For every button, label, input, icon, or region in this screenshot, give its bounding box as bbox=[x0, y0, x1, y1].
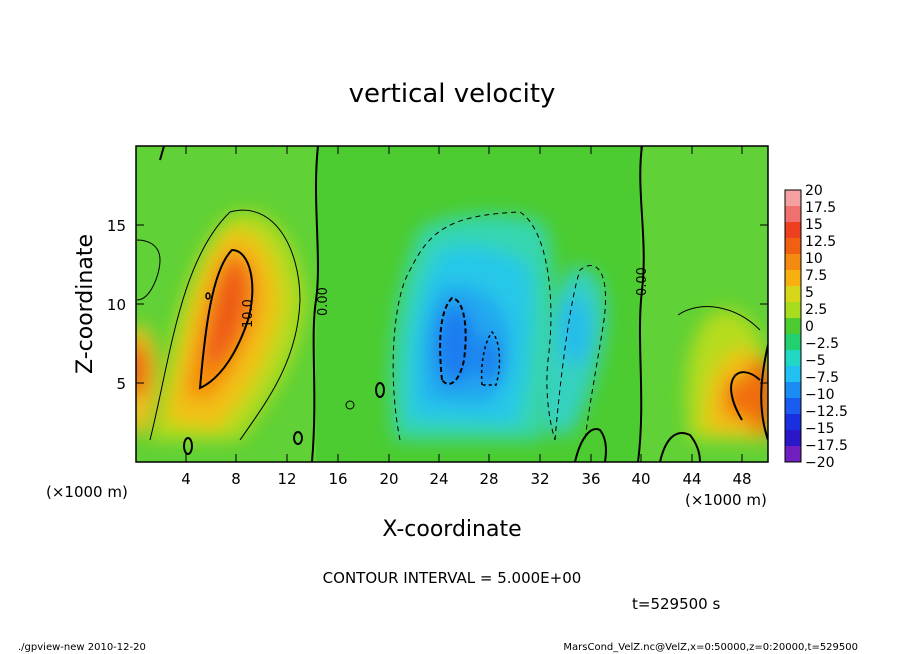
contour-lines bbox=[136, 146, 768, 462]
x-tick-label: 40 bbox=[631, 470, 650, 488]
contour-interval-text: CONTOUR INTERVAL = 5.000E+00 bbox=[323, 569, 582, 587]
colorbar-cell bbox=[785, 446, 801, 463]
colorbar-level-label: −20 bbox=[805, 455, 835, 471]
colorbar-cell bbox=[785, 222, 801, 239]
colorbar-level-label: 15 bbox=[805, 217, 823, 233]
contour-label-right: 0.00 bbox=[635, 267, 650, 296]
y-tick-label: 15 bbox=[107, 217, 126, 235]
colorbar-cell bbox=[785, 270, 801, 287]
colorbar-cell bbox=[785, 254, 801, 271]
colorbar-level-label: −5 bbox=[805, 353, 826, 369]
colorbar-level-label: −7.5 bbox=[805, 370, 839, 386]
contour-label-left: 0.00 bbox=[316, 287, 331, 316]
colorbar-level-label: −2.5 bbox=[805, 336, 839, 352]
x-tick-labels: 4 8 12 16 20 24 28 32 36 40 44 48 bbox=[181, 470, 751, 488]
x-unit-left: (×1000 m) bbox=[46, 483, 128, 501]
y-tick-labels: 5 10 15 bbox=[107, 217, 126, 393]
y-axis-label: Z-coordinate bbox=[73, 234, 98, 374]
colorbar-level-label: −10 bbox=[805, 387, 835, 403]
colorbar-cell bbox=[785, 286, 801, 303]
footer-left: ./gpview-new 2010-12-20 bbox=[18, 642, 146, 653]
colorbar-cell bbox=[785, 430, 801, 447]
footer-right: MarsCond_VelZ.nc@VelZ,x=0:50000,z=0:2000… bbox=[563, 642, 858, 653]
colorbar-cell bbox=[785, 238, 801, 255]
colorbar-level-label: 0 bbox=[805, 319, 814, 335]
colorbar-cell bbox=[785, 190, 801, 207]
colorbar-cell bbox=[785, 206, 801, 223]
colorbar-labels: 2017.51512.5107.552.50−2.5−5−7.5−10−12.5… bbox=[805, 183, 848, 471]
colorbar-cell bbox=[785, 414, 801, 431]
x-tick-label: 20 bbox=[379, 470, 398, 488]
colorbar-level-label: 7.5 bbox=[805, 268, 827, 284]
colorbar-level-label: 17.5 bbox=[805, 200, 836, 216]
updraft-right bbox=[686, 309, 768, 440]
colorbar-cell bbox=[785, 302, 801, 319]
x-unit-right: (×1000 m) bbox=[685, 491, 767, 509]
downdraft-center bbox=[391, 214, 555, 440]
colorbar-level-label: −15 bbox=[805, 421, 835, 437]
x-tick-label: 36 bbox=[581, 470, 600, 488]
colorbar-level-label: 2.5 bbox=[805, 302, 827, 318]
time-label: t=529500 s bbox=[632, 595, 720, 613]
plot-area: 0.00 10.0 0.00 bbox=[136, 146, 768, 462]
tick-marks bbox=[136, 146, 768, 462]
colorbar-cell bbox=[785, 382, 801, 399]
colorbar-level-label: 5 bbox=[805, 285, 814, 301]
y-tick-label: 5 bbox=[116, 375, 126, 393]
y-tick-label: 10 bbox=[107, 296, 126, 314]
colorbar: 2017.51512.5107.552.50−2.5−5−7.5−10−12.5… bbox=[784, 183, 848, 471]
colorbar-level-label: −12.5 bbox=[805, 404, 848, 420]
x-tick-label: 24 bbox=[429, 470, 448, 488]
colorbar-cell bbox=[785, 366, 801, 383]
colorbar-level-label: 12.5 bbox=[805, 234, 836, 250]
x-tick-label: 28 bbox=[479, 470, 498, 488]
colorbar-cell bbox=[785, 398, 801, 415]
x-tick-label: 4 bbox=[181, 470, 191, 488]
colorbar-cell bbox=[785, 318, 801, 335]
colorbar-cells bbox=[785, 190, 801, 463]
x-tick-label: 32 bbox=[530, 470, 549, 488]
contour-label-updraft: 10.0 bbox=[241, 299, 256, 328]
x-tick-label: 44 bbox=[682, 470, 701, 488]
colorbar-cell bbox=[785, 334, 801, 351]
colorbar-level-label: −17.5 bbox=[805, 438, 848, 454]
colorbar-level-label: 10 bbox=[805, 251, 823, 267]
chart-title: vertical velocity bbox=[349, 79, 556, 109]
x-tick-label: 8 bbox=[231, 470, 241, 488]
x-tick-label: 16 bbox=[328, 470, 347, 488]
colorbar-cell bbox=[785, 350, 801, 367]
colorbar-level-label: 20 bbox=[805, 183, 823, 199]
x-axis-label: X-coordinate bbox=[382, 517, 521, 542]
x-tick-label: 48 bbox=[732, 470, 751, 488]
x-tick-label: 12 bbox=[277, 470, 296, 488]
updraft-left-low bbox=[136, 325, 160, 435]
colorbar-frame bbox=[784, 189, 802, 463]
downdraft-right bbox=[538, 267, 606, 435]
